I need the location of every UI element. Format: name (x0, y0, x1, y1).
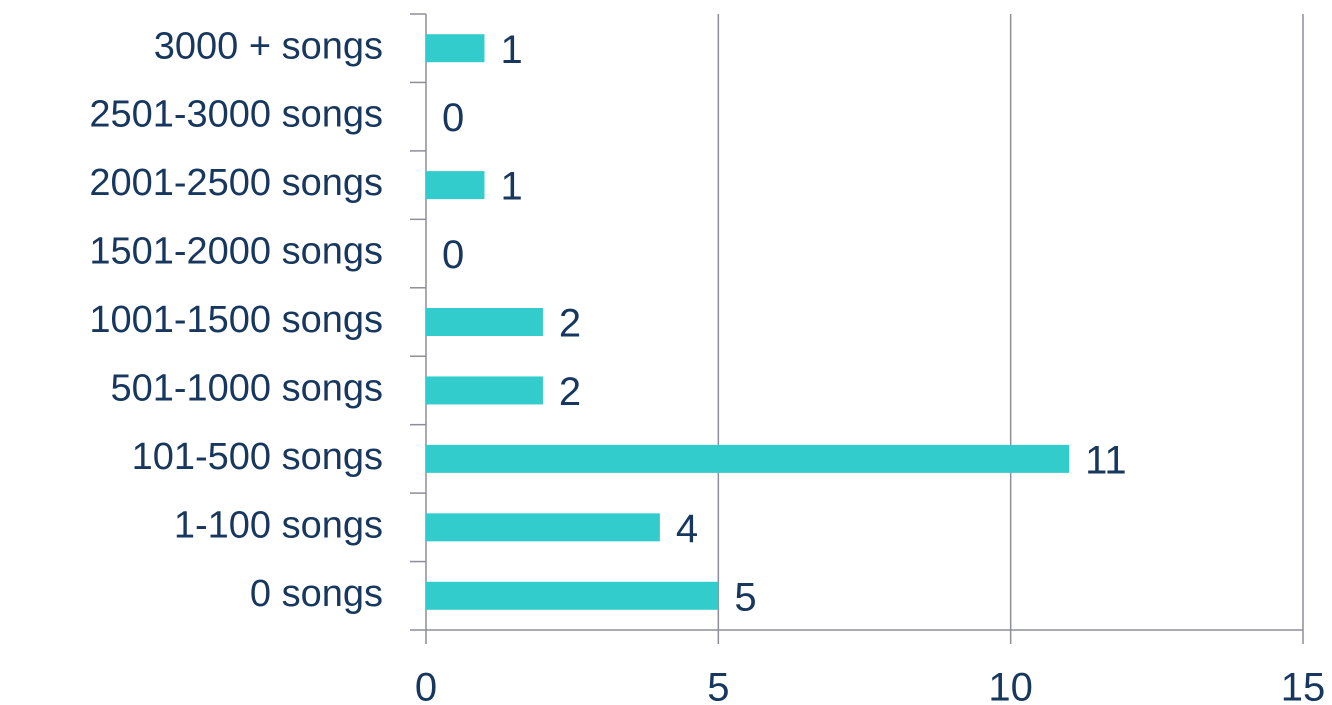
data-label: 0 (442, 233, 464, 277)
y-tick-label: 501-1000 songs (110, 367, 383, 409)
data-label: 2 (559, 370, 581, 414)
y-tick-label: 1-100 songs (174, 504, 383, 546)
y-tick-label: 2001-2500 songs (89, 162, 383, 204)
bar (426, 376, 543, 405)
x-tick-label: 5 (707, 666, 729, 705)
bar (426, 444, 1070, 473)
y-tick-label: 101-500 songs (132, 436, 383, 478)
y-tick-label: 3000 + songs (154, 25, 383, 67)
bar (426, 308, 543, 336)
data-label: 0 (442, 96, 464, 140)
y-tick-label: 0 songs (250, 573, 383, 615)
y-tick-label: 1001-1500 songs (89, 299, 383, 341)
bar (426, 34, 485, 63)
x-tick-label: 15 (1281, 666, 1326, 705)
x-tick-label: 10 (988, 666, 1033, 705)
data-label: 1 (500, 28, 522, 72)
bar (426, 581, 719, 610)
y-tick-label: 2501-3000 songs (89, 94, 383, 136)
data-label: 4 (676, 507, 698, 551)
y-tick-label: 1501-2000 songs (89, 231, 383, 273)
x-tick-label: 0 (415, 666, 437, 705)
bar (426, 171, 485, 200)
data-label: 11 (1085, 438, 1127, 482)
data-label: 1 (500, 165, 522, 209)
data-label: 5 (734, 575, 756, 619)
data-label: 2 (559, 302, 581, 346)
bar (426, 513, 660, 542)
